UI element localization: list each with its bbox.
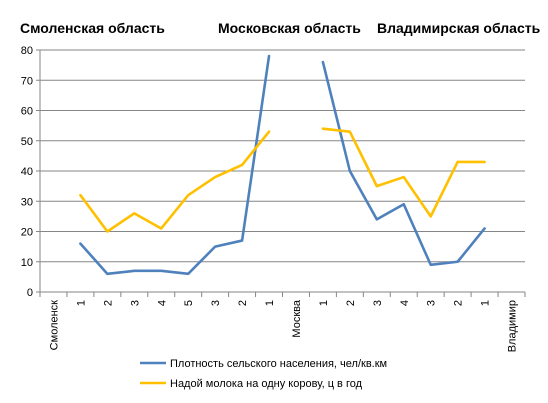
series-line-2 <box>79 130 271 233</box>
y-tick-label: 40 <box>21 166 33 178</box>
x-tick-label: Москва <box>291 299 303 337</box>
x-tick-label: 1 <box>318 300 330 306</box>
x-tick-label: 2 <box>102 300 114 306</box>
x-tick-label: 5 <box>183 300 195 306</box>
series-line-2 <box>321 127 486 218</box>
region-title: Московская область <box>218 20 361 36</box>
y-tick-label: 10 <box>21 257 33 269</box>
region-titles: Смоленская область Московская область Влад… <box>20 20 541 36</box>
x-tick-label: 4 <box>156 300 168 306</box>
x-tick-label: Владимир <box>507 300 519 352</box>
legend: Плотность сельского населения, чел/кв.км… <box>140 358 387 390</box>
x-axis-ticks: Смоленск 1 2 3 4 5 3 2 1 Москва 1 2 3 4 3 2 1 Владимир <box>48 299 518 352</box>
axes <box>36 49 526 297</box>
x-tick-label: 4 <box>399 300 411 306</box>
series-line-1 <box>321 60 486 267</box>
y-tick-label: 80 <box>21 45 33 57</box>
y-tick-label: 70 <box>21 75 33 87</box>
series-lines <box>79 54 486 276</box>
x-tick-label: 3 <box>372 300 384 306</box>
y-tick-label: 60 <box>21 106 33 118</box>
region-title: Владимирская область <box>377 20 541 36</box>
x-tick-label: 2 <box>237 300 249 306</box>
y-tick-label: 30 <box>21 196 33 208</box>
x-tick-label: Смоленск <box>48 300 60 350</box>
x-tick-label: 2 <box>453 300 465 306</box>
legend-label: Плотность сельского населения, чел/кв.км <box>170 358 387 370</box>
x-tick-label: 1 <box>480 300 492 306</box>
y-tick-label: 50 <box>21 136 33 148</box>
x-tick-label: 3 <box>210 300 222 306</box>
x-tick-label: 1 <box>264 300 276 306</box>
y-tick-label: 0 <box>27 287 33 299</box>
y-axis-ticks: 0 10 20 30 40 50 60 70 80 <box>21 45 33 299</box>
y-tick-label: 20 <box>21 227 33 239</box>
gridlines <box>40 49 525 263</box>
region-title: Смоленская область <box>20 20 165 36</box>
x-tick-label: 2 <box>345 300 357 306</box>
legend-label: Надой молока на одну корову, ц в год <box>170 378 363 390</box>
x-tick-label: 1 <box>75 300 87 306</box>
x-tick-label: 3 <box>426 300 438 306</box>
x-tick-label: 3 <box>129 300 141 306</box>
series-line-1 <box>79 54 271 276</box>
